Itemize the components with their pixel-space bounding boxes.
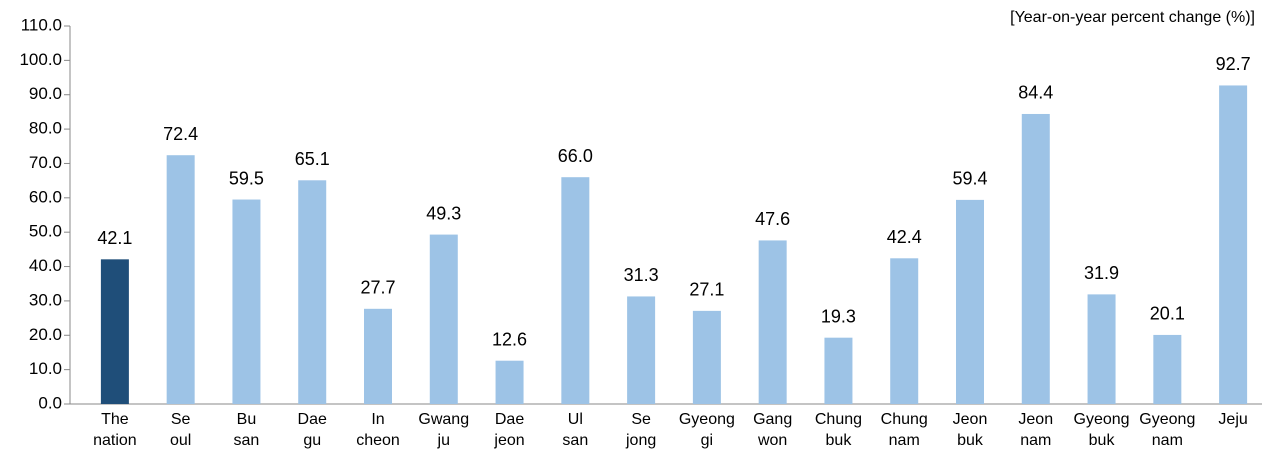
x-tick-label: Chung buk (814, 411, 863, 449)
y-tick-label: 70.0 (29, 153, 62, 172)
y-tick-label: 10.0 (29, 359, 62, 378)
value-label: 72.4 (163, 124, 198, 144)
y-tick-label: 40.0 (29, 256, 62, 275)
bar (1087, 294, 1116, 404)
value-label: 31.3 (624, 265, 659, 285)
y-tick-label: 90.0 (29, 84, 62, 103)
x-tick-label: Gang won (753, 411, 793, 449)
value-label: 59.4 (952, 169, 987, 189)
value-label: 59.5 (229, 168, 264, 188)
value-label: 27.1 (689, 280, 724, 300)
bar (758, 240, 787, 404)
value-label: 42.1 (97, 228, 132, 248)
value-label: 31.9 (1084, 263, 1119, 283)
value-label: 12.6 (492, 329, 527, 349)
x-tick-label: Dae gu (297, 411, 327, 449)
x-tick-label: Bu san (233, 411, 260, 449)
bar (890, 258, 919, 404)
x-tick-label: In cheon (356, 411, 400, 449)
x-tick-label: Ul san (562, 411, 589, 449)
x-tick-label: Dae jeon (494, 411, 525, 449)
bar (824, 337, 853, 404)
x-tick-label: The nation (93, 411, 137, 449)
x-tick-label: Se oul (169, 411, 192, 449)
x-tick-label: Chung nam (880, 411, 928, 449)
y-tick-label: 0.0 (38, 393, 62, 412)
bar (561, 177, 590, 404)
x-tick-label: Gwang ju (418, 411, 470, 449)
bar (100, 259, 129, 404)
value-label: 65.1 (295, 149, 330, 169)
value-label: 84.4 (1018, 83, 1053, 103)
y-tick-label: 80.0 (29, 119, 62, 138)
unit-label: [Year-on-year percent change (%)] (1010, 9, 1255, 26)
bar (429, 234, 458, 404)
value-label: 49.3 (426, 203, 461, 223)
value-label: 66.0 (558, 146, 593, 166)
bar (232, 199, 261, 404)
bar (692, 310, 721, 404)
y-tick-label: 60.0 (29, 187, 62, 206)
y-tick-label: 110.0 (21, 15, 62, 34)
y-tick-label: 100.0 (19, 50, 62, 69)
bar (1219, 85, 1248, 404)
x-tick-label: Jeju (1218, 411, 1248, 428)
value-label: 47.6 (755, 209, 790, 229)
value-label: 20.1 (1150, 304, 1185, 324)
x-tick-label: Jeon nam (1018, 411, 1054, 449)
value-label: 42.4 (887, 227, 922, 247)
x-tick-label: Jeon buk (952, 411, 988, 449)
y-tick-label: 20.0 (29, 325, 62, 344)
x-tick-label: Gyeong buk (1073, 411, 1130, 449)
y-tick-label: 50.0 (29, 222, 62, 241)
bar (956, 199, 984, 404)
bar (495, 360, 524, 404)
x-tick-label: Se jong (625, 411, 657, 449)
x-tick-label: Gyeong nam (1139, 411, 1196, 449)
bar (364, 308, 392, 404)
bar (627, 296, 656, 404)
x-tick-label: Gyeong gi (678, 411, 735, 449)
bar (166, 155, 195, 404)
value-label: 19.3 (821, 306, 856, 326)
bar (1021, 113, 1050, 404)
value-label: 92.7 (1216, 54, 1251, 74)
value-label: 27.7 (360, 278, 395, 298)
bar (298, 180, 327, 404)
y-tick-label: 30.0 (29, 290, 62, 309)
bar (1153, 334, 1182, 404)
